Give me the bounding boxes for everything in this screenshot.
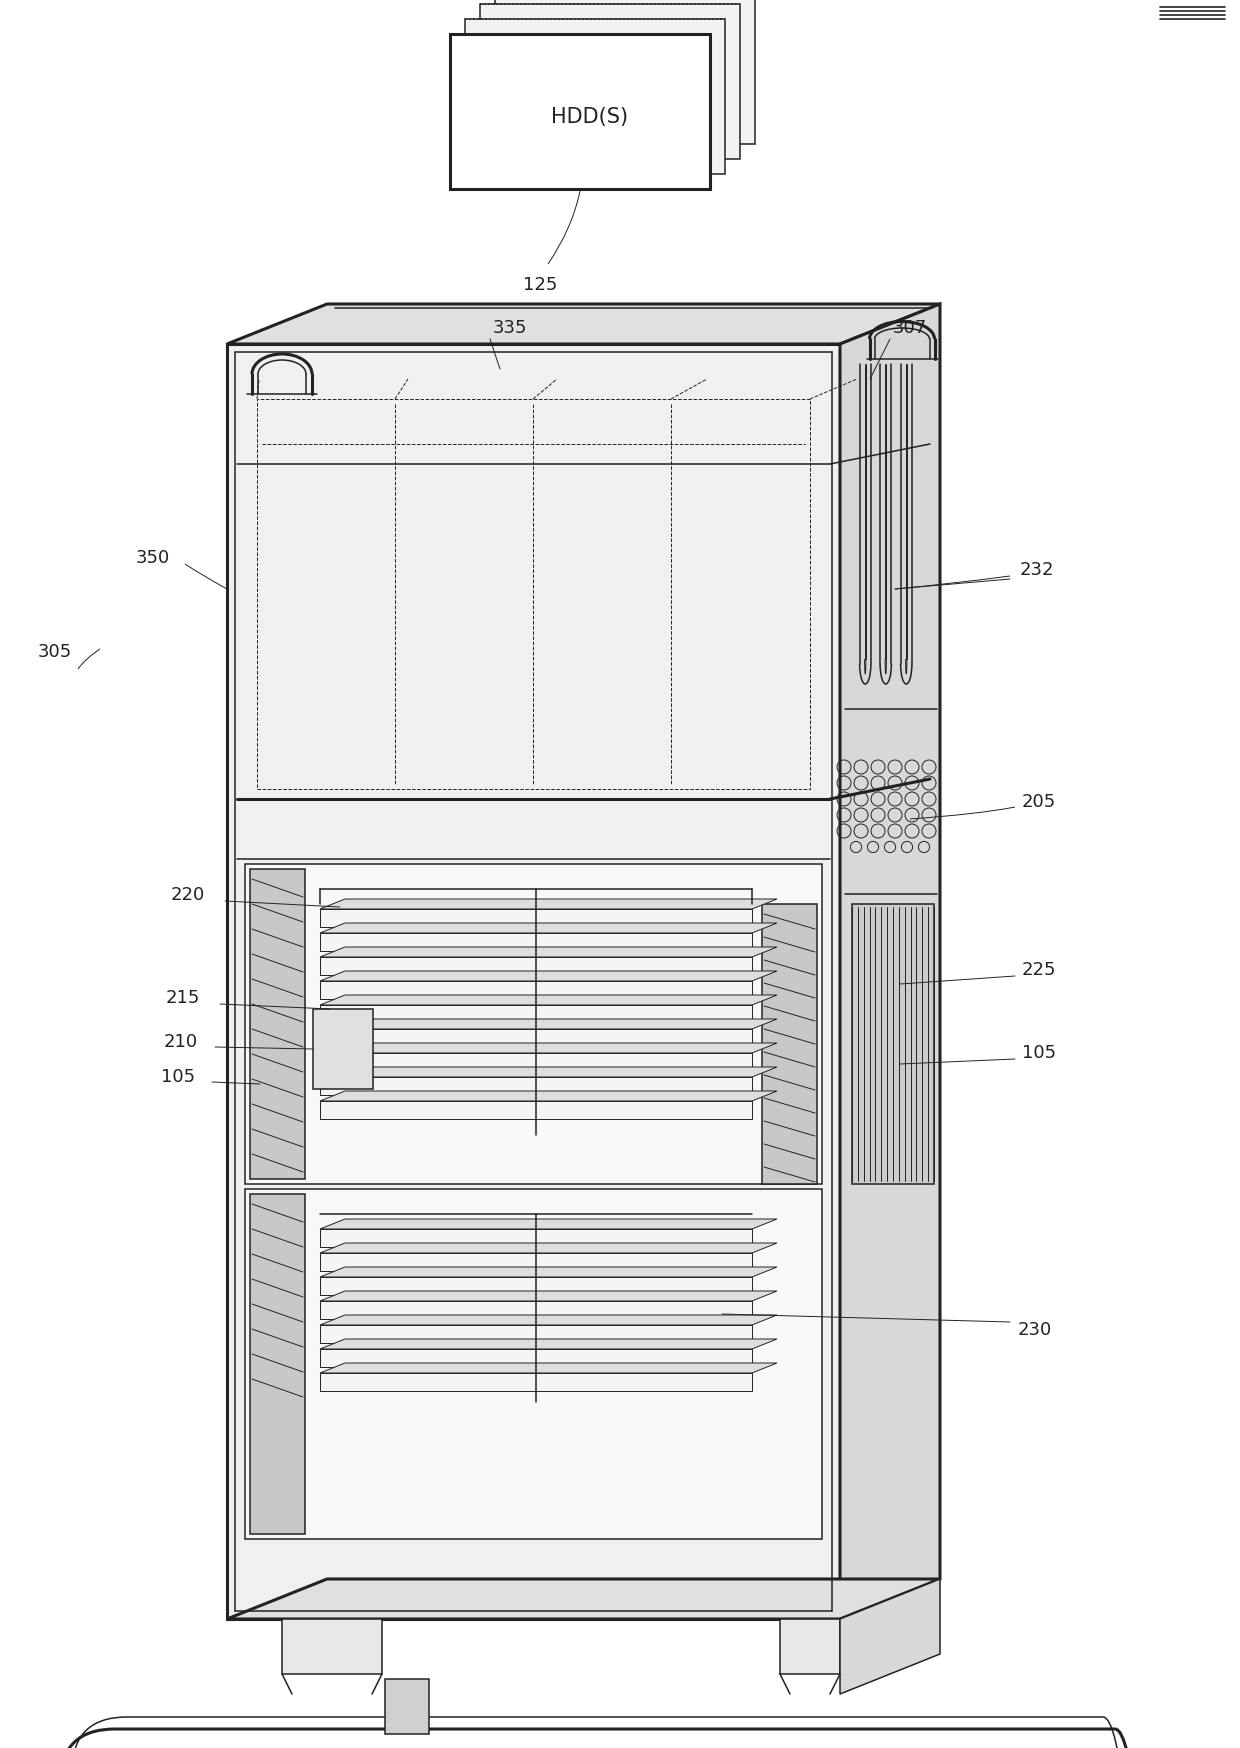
- Bar: [450, 35, 711, 191]
- Text: 335: 335: [492, 318, 527, 337]
- Bar: [763, 904, 817, 1185]
- Bar: [320, 1301, 751, 1320]
- Bar: [320, 1229, 751, 1248]
- Polygon shape: [227, 304, 940, 344]
- Text: 230: 230: [1018, 1320, 1053, 1339]
- Polygon shape: [320, 1292, 777, 1301]
- Text: 305: 305: [37, 643, 72, 661]
- Bar: [320, 1374, 751, 1391]
- Text: 232: 232: [1021, 561, 1054, 579]
- Bar: [480, 5, 740, 159]
- Text: 220: 220: [171, 886, 205, 904]
- Bar: [320, 1030, 751, 1047]
- Bar: [320, 981, 751, 1000]
- Bar: [320, 1278, 751, 1295]
- Text: 225: 225: [1022, 960, 1056, 979]
- Polygon shape: [320, 972, 777, 981]
- Bar: [465, 19, 725, 175]
- Polygon shape: [320, 1243, 777, 1253]
- Text: 125: 125: [523, 276, 557, 294]
- Polygon shape: [320, 995, 777, 1005]
- Bar: [320, 1101, 751, 1119]
- Bar: [250, 869, 305, 1180]
- Polygon shape: [320, 1044, 777, 1054]
- Polygon shape: [320, 1339, 777, 1349]
- Polygon shape: [320, 1091, 777, 1101]
- Bar: [320, 1349, 751, 1367]
- Polygon shape: [227, 1578, 940, 1619]
- Polygon shape: [320, 1363, 777, 1374]
- Bar: [312, 1009, 373, 1089]
- Polygon shape: [227, 344, 839, 1619]
- Bar: [495, 0, 755, 145]
- Bar: [852, 904, 934, 1185]
- Bar: [384, 1680, 429, 1734]
- Bar: [320, 958, 751, 975]
- Polygon shape: [320, 1314, 777, 1325]
- Bar: [320, 1054, 751, 1072]
- Text: 105: 105: [1022, 1044, 1056, 1061]
- Bar: [320, 933, 751, 951]
- Polygon shape: [320, 1019, 777, 1030]
- Polygon shape: [320, 900, 777, 909]
- Text: 210: 210: [164, 1033, 198, 1051]
- Text: 350: 350: [135, 549, 170, 566]
- Text: 215: 215: [166, 988, 200, 1007]
- Bar: [320, 1077, 751, 1096]
- Polygon shape: [320, 923, 777, 933]
- Bar: [250, 1194, 305, 1535]
- Polygon shape: [320, 1220, 777, 1229]
- Bar: [320, 1253, 751, 1271]
- Polygon shape: [320, 947, 777, 958]
- Text: HDD(S): HDD(S): [552, 107, 629, 128]
- Bar: [246, 1189, 822, 1540]
- Bar: [257, 400, 810, 790]
- Polygon shape: [320, 1068, 777, 1077]
- Bar: [320, 1325, 751, 1342]
- Bar: [320, 909, 751, 928]
- Text: 205: 205: [1022, 792, 1056, 811]
- Bar: [780, 1619, 839, 1675]
- Polygon shape: [320, 1267, 777, 1278]
- Polygon shape: [839, 1578, 940, 1694]
- Text: 105: 105: [161, 1068, 195, 1086]
- Text: 307: 307: [893, 318, 928, 337]
- Bar: [281, 1619, 382, 1675]
- Polygon shape: [839, 304, 940, 1619]
- Bar: [246, 865, 822, 1185]
- Bar: [320, 1005, 751, 1023]
